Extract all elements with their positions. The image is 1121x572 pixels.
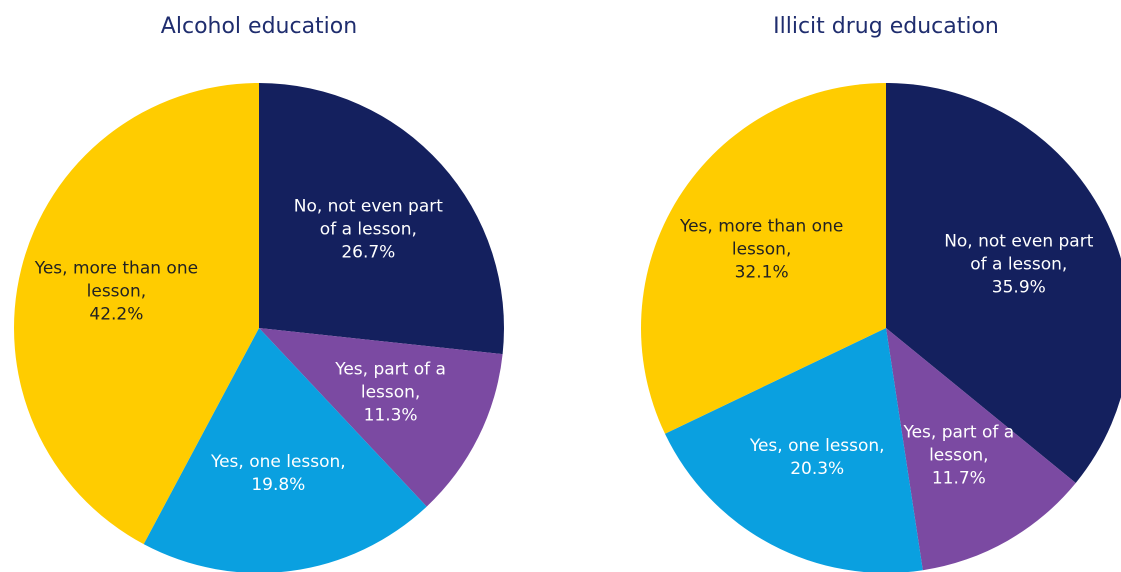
pie-slice xyxy=(143,328,427,572)
value-label: 11.3% xyxy=(363,405,418,426)
slice-label: No, not even part of a lesson, 26.7% xyxy=(283,195,453,264)
slice-label: Yes, more than one lesson, 42.2% xyxy=(31,258,201,327)
pie-slice xyxy=(664,328,923,572)
slice-label: Yes, one lesson, 19.8% xyxy=(193,451,363,497)
slice-label: Yes, part of a lesson, 11.7% xyxy=(874,421,1044,490)
category-label: Yes, part of a lesson, xyxy=(903,422,1015,466)
category-label: Yes, more than one lesson, xyxy=(34,258,199,302)
category-label: Yes, one lesson, xyxy=(749,435,885,456)
category-label: Yes, one lesson, xyxy=(210,451,346,472)
pie-slice xyxy=(886,83,1121,483)
slice-label: Yes, part of a lesson, 11.3% xyxy=(306,359,476,428)
category-label: No, not even part of a lesson, xyxy=(944,231,1094,275)
value-label: 19.8% xyxy=(251,474,306,495)
value-label: 26.7% xyxy=(341,242,396,263)
slice-label: Yes, one lesson, 20.3% xyxy=(732,435,902,481)
pie-slice xyxy=(886,328,1076,571)
pie-slice xyxy=(640,83,886,434)
value-label: 11.7% xyxy=(931,468,986,489)
chart-title: Alcohol education xyxy=(160,14,358,39)
value-label: 42.2% xyxy=(89,304,144,325)
pie-slice xyxy=(259,328,503,507)
pie-slice xyxy=(259,83,504,355)
value-label: 20.3% xyxy=(790,458,845,479)
value-label: 35.9% xyxy=(991,277,1046,298)
chart-title: Illicit drug education xyxy=(773,14,999,39)
category-label: Yes, more than one lesson, xyxy=(679,216,844,260)
pie-slice xyxy=(13,83,259,545)
category-label: No, not even part of a lesson, xyxy=(293,196,443,240)
slice-label: No, not even part of a lesson, 35.9% xyxy=(934,230,1104,299)
value-label: 32.1% xyxy=(734,262,789,283)
category-label: Yes, part of a lesson, xyxy=(335,359,446,403)
slice-label: Yes, more than one lesson, 32.1% xyxy=(677,215,847,284)
